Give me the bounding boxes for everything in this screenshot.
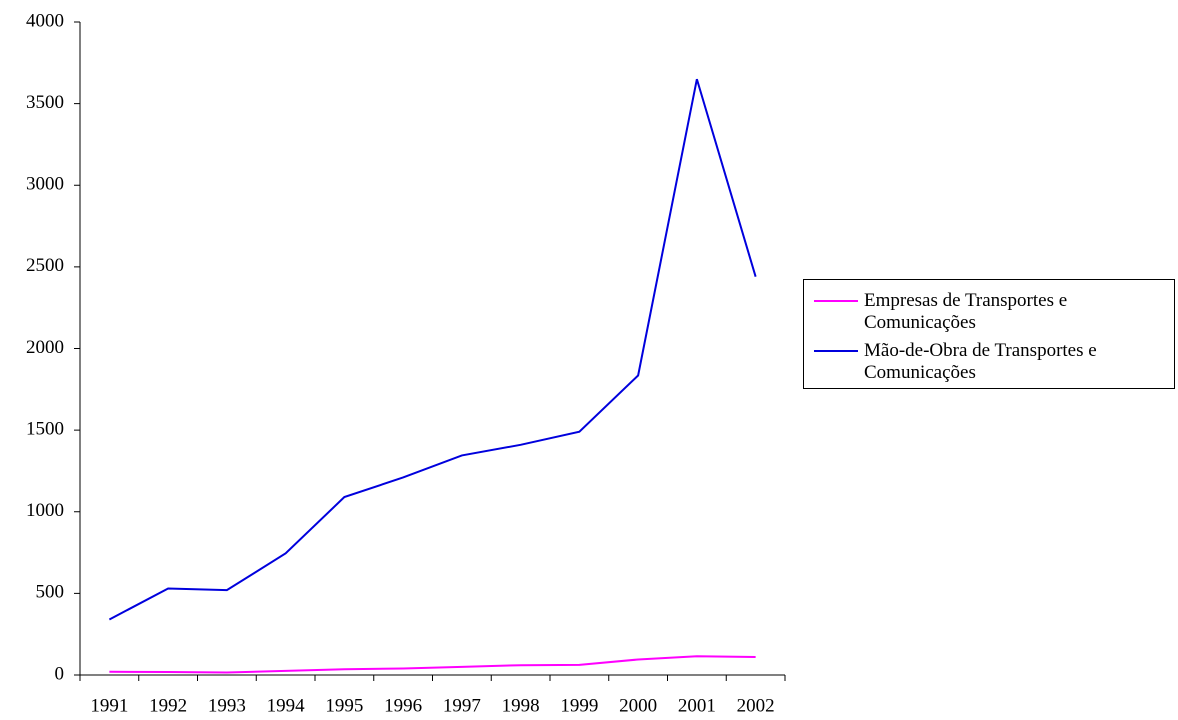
y-tick-label: 0 (55, 663, 65, 684)
y-tick-label: 3500 (26, 92, 64, 113)
x-tick-label: 1996 (384, 695, 422, 716)
legend-label: Empresas de Transportes e Comunicações (864, 290, 1068, 333)
y-tick-label: 2000 (26, 337, 64, 358)
x-tick-label: 2000 (619, 695, 657, 716)
x-tick-label: 1999 (560, 695, 598, 716)
legend-entry: Mão-de-Obra de Transportes e Comunicaçõe… (804, 340, 1178, 384)
series-line (109, 655, 756, 674)
x-tick-label: 1993 (208, 695, 246, 716)
x-tick-label: 1995 (325, 695, 363, 716)
legend-entry: Empresas de Transportes e Comunicações (804, 290, 1178, 334)
legend-swatch (814, 300, 858, 302)
x-tick-label: 1994 (267, 695, 306, 716)
legend: Empresas de Transportes e Comunicações Mã… (803, 279, 1175, 389)
x-tick-label: 2002 (737, 695, 775, 716)
y-tick-label: 4000 (26, 10, 64, 31)
x-tick-label: 1998 (502, 695, 540, 716)
legend-label: Mão-de-Obra de Transportes e Comunicaçõe… (864, 340, 1097, 383)
legend-swatch (814, 350, 858, 352)
x-tick-label: 1991 (90, 695, 128, 716)
x-tick-label: 1992 (149, 695, 187, 716)
series-line (108, 78, 757, 621)
y-tick-label: 1000 (26, 500, 64, 521)
y-tick-label: 3000 (26, 174, 64, 195)
x-tick-label: 2001 (678, 695, 716, 716)
x-tick-label: 1997 (443, 695, 481, 716)
y-tick-label: 2500 (26, 255, 64, 276)
y-tick-label: 500 (36, 582, 65, 603)
y-tick-label: 1500 (26, 418, 64, 439)
